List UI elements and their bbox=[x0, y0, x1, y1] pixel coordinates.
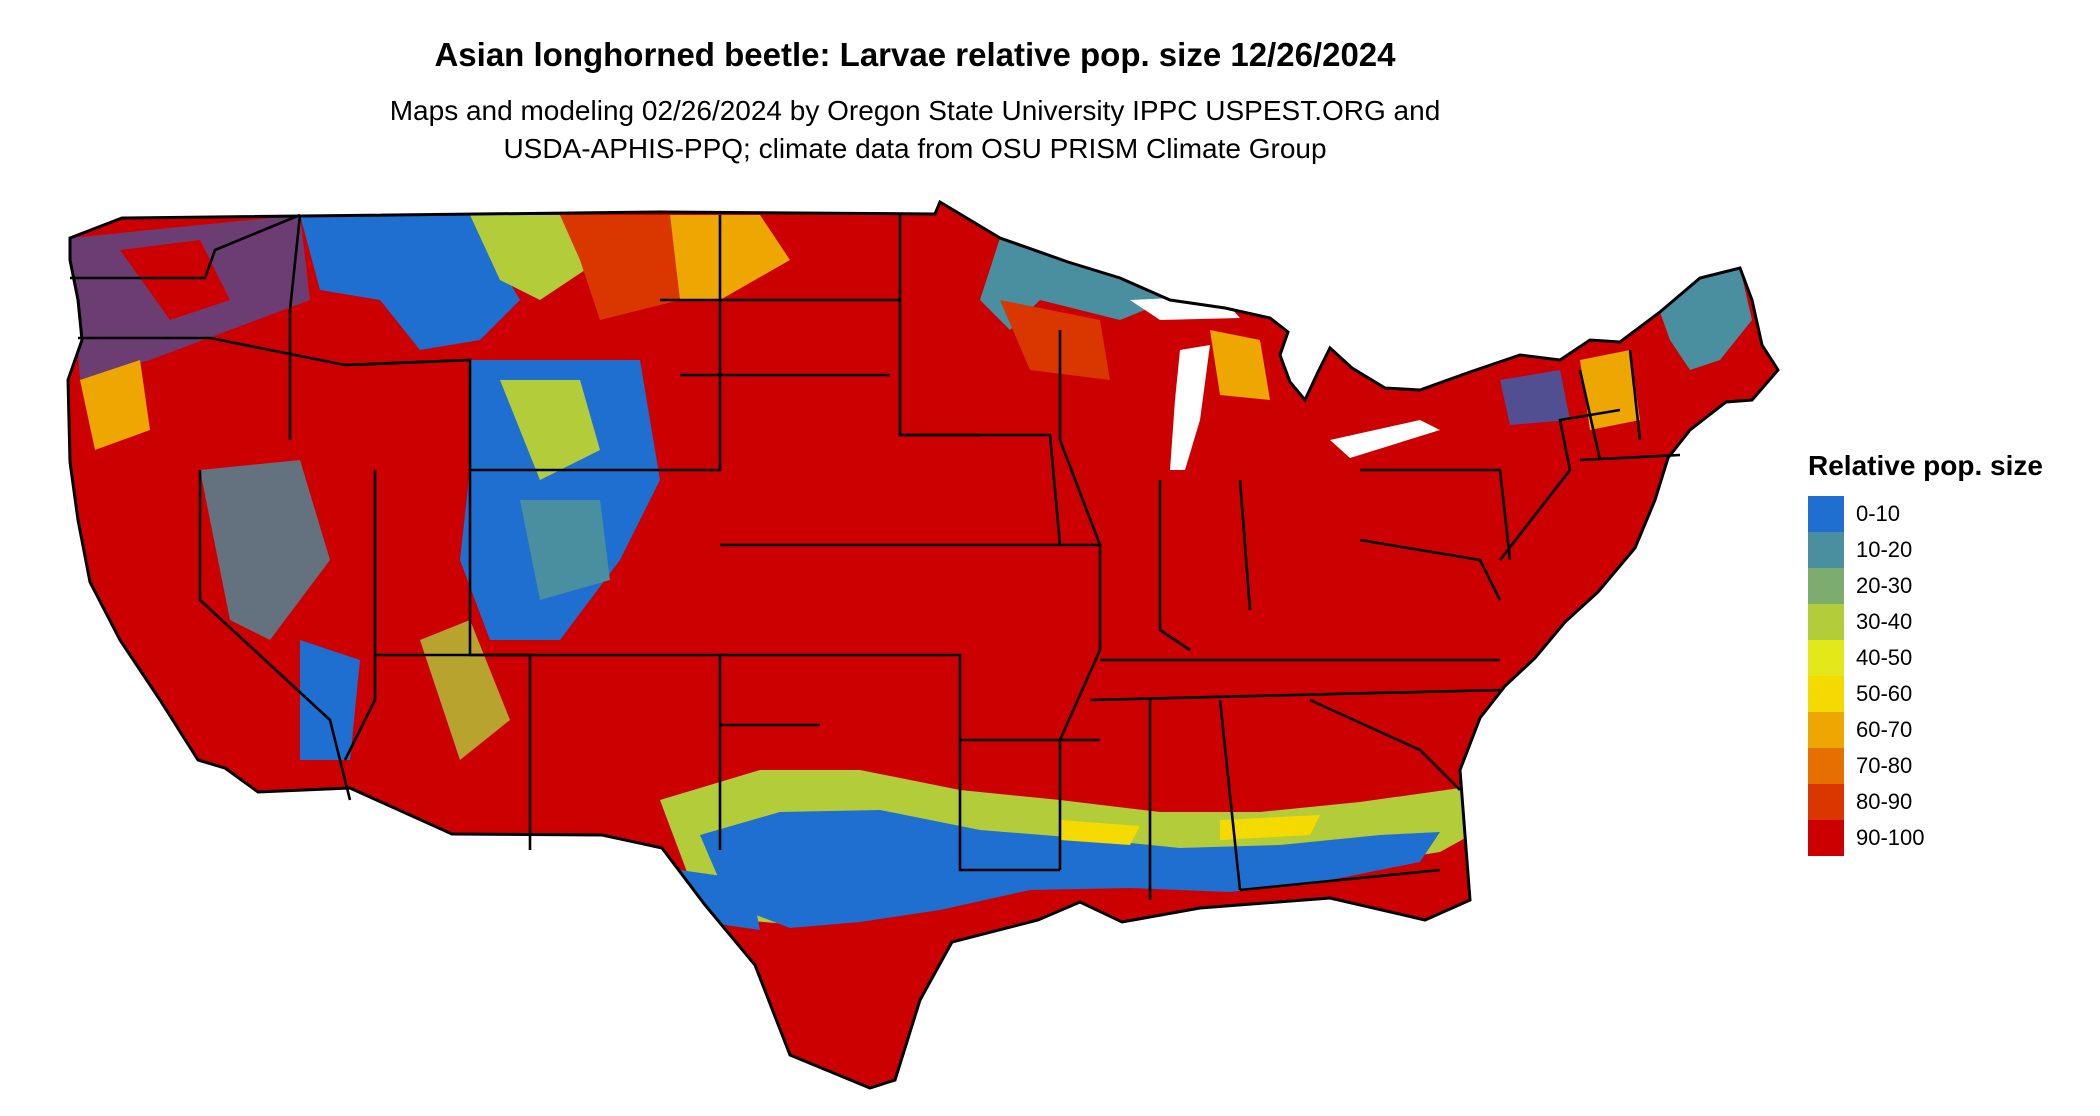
legend-swatch bbox=[1808, 604, 1844, 640]
legend-label: 30-40 bbox=[1856, 609, 1913, 634]
lake-superior-edge bbox=[1130, 296, 1240, 320]
border-nv-ut-az bbox=[373, 470, 532, 850]
legend-items: 0-10 10-20 20-30 30-40 40-50 50-60 60-70 bbox=[1808, 496, 2078, 856]
legend-item: 60-70 bbox=[1808, 712, 2078, 748]
legend-title: Relative pop. size bbox=[1808, 450, 2043, 481]
border-ks-ok bbox=[720, 653, 1100, 742]
legend-label: 50-60 bbox=[1856, 681, 1913, 706]
zone-pnw-high bbox=[120, 240, 230, 320]
legend: Relative pop. size 0-10 10-20 20-30 30-4… bbox=[1808, 450, 2078, 856]
legend-swatch bbox=[1808, 748, 1844, 784]
legend-swatch bbox=[1808, 532, 1844, 568]
border-id-west bbox=[288, 214, 302, 440]
border-ia bbox=[900, 433, 1062, 546]
border-az-west bbox=[343, 655, 377, 761]
zone-wyoming-mid bbox=[500, 380, 600, 480]
border-il-in bbox=[1158, 480, 1191, 652]
map-subtitle-line-2: USDA-APHIS-PPQ; climate data from OSU PR… bbox=[503, 133, 1327, 164]
border-ma-ct bbox=[1579, 453, 1681, 462]
state-boundaries bbox=[70, 213, 1681, 900]
zone-basin-teal bbox=[200, 460, 330, 640]
border-ut-co-nm bbox=[468, 470, 722, 850]
legend-label: 0-10 bbox=[1856, 501, 1901, 526]
legend-label: 60-70 bbox=[1856, 717, 1913, 742]
zone-alabama-yellow bbox=[1220, 815, 1320, 840]
zone-sierra-low bbox=[300, 640, 360, 760]
border-ca-nv bbox=[198, 470, 352, 801]
legend-swatch bbox=[1808, 676, 1844, 712]
legend-swatch bbox=[1808, 820, 1844, 856]
border-ga-sc bbox=[1309, 698, 1461, 791]
lake-michigan bbox=[1170, 345, 1210, 470]
border-fl-ga bbox=[1239, 868, 1441, 892]
legend-label: 90-100 bbox=[1856, 825, 1925, 850]
legend-item: 70-80 bbox=[1808, 748, 2078, 784]
border-al-ga bbox=[1218, 699, 1242, 891]
legend-label: 70-80 bbox=[1856, 753, 1913, 778]
border-pa bbox=[1360, 468, 1512, 561]
border-la bbox=[958, 740, 1060, 872]
legend-item: 80-90 bbox=[1808, 784, 2078, 820]
zone-coast-mid bbox=[80, 360, 150, 450]
legend-item: 90-100 bbox=[1808, 820, 2078, 856]
border-mo bbox=[990, 543, 1102, 741]
lake-erie bbox=[1330, 420, 1440, 458]
land-mass bbox=[68, 202, 1778, 1088]
zone-adirondack-low bbox=[1500, 370, 1570, 425]
legend-item: 20-30 bbox=[1808, 568, 2078, 604]
border-tn-south bbox=[1089, 688, 1501, 702]
legend-label: 80-90 bbox=[1856, 789, 1913, 814]
zone-montana-mid bbox=[470, 215, 600, 300]
zone-vermont-mid bbox=[1580, 350, 1640, 430]
zone-colorado-teal bbox=[520, 500, 610, 600]
legend-label: 40-50 bbox=[1856, 645, 1913, 670]
border-md-va bbox=[1359, 538, 1502, 601]
zone-montana-low bbox=[300, 215, 520, 350]
border-wi-il bbox=[1058, 330, 1102, 546]
zone-wisconsin-orange bbox=[1000, 300, 1110, 380]
legend-swatch bbox=[1808, 568, 1844, 604]
legend-swatch bbox=[1808, 640, 1844, 676]
border-nh-me bbox=[1628, 349, 1642, 441]
zone-dakota-mid bbox=[670, 215, 790, 300]
legend-label: 20-30 bbox=[1856, 573, 1913, 598]
zone-south-low-band bbox=[700, 810, 1440, 928]
border-vt-nh bbox=[1578, 369, 1602, 461]
border-wa-or bbox=[70, 213, 301, 280]
legend-item: 0-10 bbox=[1808, 496, 2078, 532]
zone-michigan-mid bbox=[1210, 330, 1270, 400]
legend-swatch bbox=[1808, 712, 1844, 748]
legend-label: 10-20 bbox=[1856, 537, 1913, 562]
map-title: Asian longhorned beetle: Larvae relative… bbox=[434, 36, 1396, 73]
zone-montana-orange bbox=[560, 215, 680, 320]
legend-swatch bbox=[1808, 496, 1844, 532]
legend-swatch bbox=[1808, 784, 1844, 820]
zone-mississippi-yellow bbox=[1060, 820, 1140, 845]
legend-item: 30-40 bbox=[1808, 604, 2078, 640]
map-subtitle-line-1: Maps and modeling 02/26/2024 by Oregon S… bbox=[389, 95, 1441, 126]
legend-item: 50-60 bbox=[1808, 676, 2078, 712]
legend-item: 40-50 bbox=[1808, 640, 2078, 676]
border-in-oh bbox=[1238, 479, 1252, 611]
legend-item: 10-20 bbox=[1808, 532, 2078, 568]
